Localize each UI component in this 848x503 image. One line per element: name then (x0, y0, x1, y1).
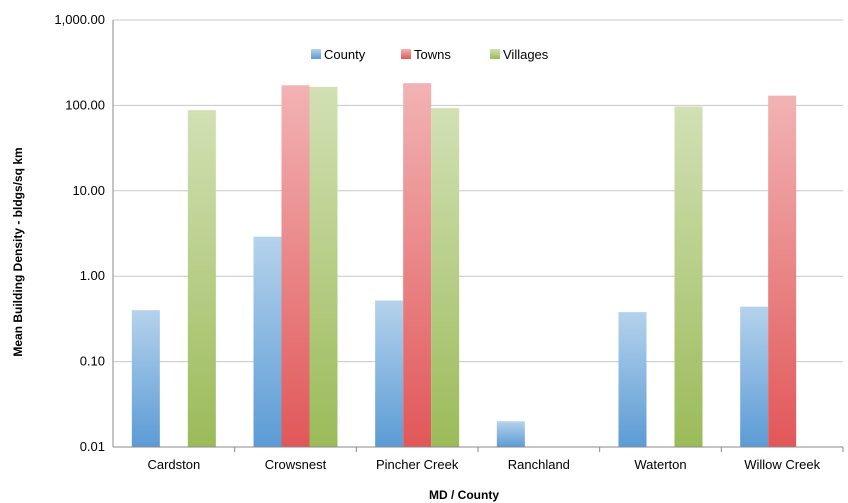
legend-swatch-villages (490, 49, 500, 59)
y-tick-label: 10.00 (72, 183, 105, 198)
x-tick-label: Waterton (634, 457, 686, 472)
x-tick-label: Cardston (147, 457, 200, 472)
bar-towns-pincher-creek (403, 83, 432, 447)
bar-county-ranchland (496, 421, 525, 447)
y-tick-label: 100.00 (65, 97, 105, 112)
legend: County Towns Villages (311, 47, 549, 62)
x-tick-label: Ranchland (508, 457, 570, 472)
y-tick-label: 1,000.00 (54, 12, 105, 27)
bar-county-waterton (618, 312, 647, 447)
legend-swatch-county (311, 49, 321, 59)
bar-villages-pincher-creek (431, 108, 460, 447)
legend-label-county: County (324, 47, 366, 62)
x-axis-title: MD / County (429, 488, 499, 502)
y-tick-label: 0.10 (80, 354, 105, 369)
y-tick-label: 1.00 (80, 268, 105, 283)
bar-villages-waterton (674, 106, 703, 447)
bar-towns-crowsnest (281, 85, 310, 447)
x-tick-label: Pincher Creek (376, 457, 459, 472)
grid-lines (113, 19, 843, 448)
bar-villages-crowsnest (309, 86, 338, 447)
bar-villages-cardston (187, 110, 216, 448)
x-tick-label: Willow Creek (744, 457, 820, 472)
bar-county-cardston (131, 310, 160, 447)
y-axis-title: Mean Building Density - bldgs/sq km (11, 147, 25, 356)
bar-county-crowsnest (253, 236, 282, 447)
x-tick-label: Crowsnest (265, 457, 327, 472)
bar-county-willow-creek (740, 306, 769, 447)
bar-towns-willow-creek (768, 95, 797, 447)
axes (112, 20, 844, 452)
bars (131, 83, 797, 448)
tick-labels: 0.01 0.10 1.00 10.00 100.00 1,000.00 (54, 12, 105, 454)
bar-county-pincher-creek (375, 300, 404, 447)
category-labels: Cardston Crowsnest Pincher Creek Ranchland W… (147, 457, 820, 472)
legend-label-villages: Villages (503, 47, 549, 62)
y-tick-label: 0.01 (80, 439, 105, 454)
legend-label-towns: Towns (414, 47, 451, 62)
legend-swatch-towns (401, 49, 411, 59)
